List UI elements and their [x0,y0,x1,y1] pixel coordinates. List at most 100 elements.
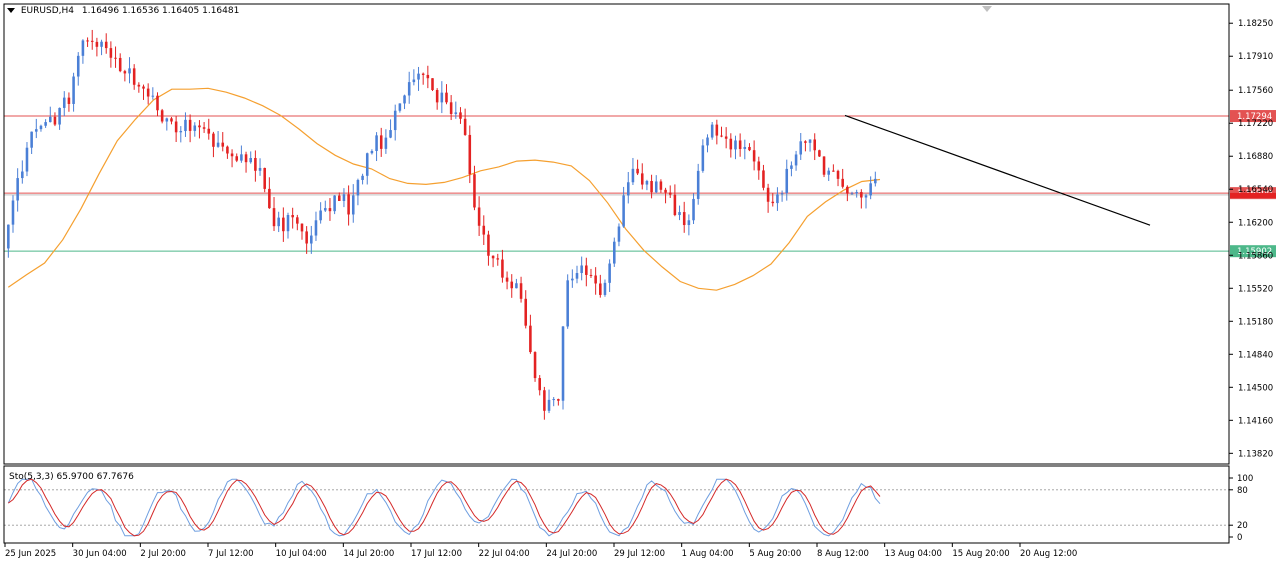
bear-candle [804,141,807,143]
current-price-tag [1230,192,1276,198]
bull-candle [440,92,444,103]
bull-candle [370,151,374,154]
bull-candle [128,68,131,74]
price-tick-label: 1.16880 [1238,152,1273,162]
bull-candle [11,200,15,225]
time-tick-label: 5 Aug 20:00 [749,549,801,559]
bull-candle [808,139,812,143]
bear-candle [846,186,849,194]
bear-candle [636,168,639,174]
bull-candle [799,141,803,155]
bull-candle [365,153,369,176]
bull-candle [678,212,681,216]
bull-candle [613,241,616,264]
bull-candle [692,198,695,221]
bear-candle [305,231,308,244]
bear-candle [296,217,299,224]
bear-candle [328,208,332,212]
bear-candle [95,41,99,47]
trendline[interactable] [844,114,1151,226]
bull-candle [62,97,66,108]
bull-candle [790,165,793,169]
bear-candle [235,156,239,161]
price-tick-label: 1.14840 [1238,350,1273,360]
bear-candle [748,146,751,151]
bear-candle [482,225,486,235]
bull-candle [30,131,33,148]
bull-candle [454,112,458,114]
bear-candle [300,223,304,232]
ohlc-label: 1.16496 1.16536 1.16405 1.16481 [81,6,240,16]
price-tick-label: 1.15520 [1238,284,1273,294]
stoch-tick-label: 80 [1237,486,1248,496]
bear-candle [170,118,173,122]
bull-candle [515,283,518,289]
menu-arrow-icon[interactable] [7,8,15,13]
bear-candle [142,86,145,89]
trendline-line [844,114,1151,226]
bear-candle [123,71,127,74]
price-tick-label: 1.17560 [1238,86,1273,96]
time-tick-label: 15 Aug 20:00 [952,549,1009,559]
bull-candle [375,135,378,152]
bear-candle [156,95,159,111]
stoch-tick-label: 0 [1237,533,1242,543]
bear-candle [557,399,560,401]
bull-candle [785,168,789,194]
bull-candle [314,220,318,236]
time-tick-label: 30 Jun 04:00 [73,549,127,559]
bull-candle [342,194,346,201]
bull-candle [622,195,625,227]
price-tick-label: 1.16540 [1238,185,1273,195]
level-tag-label: 1.17294 [1237,112,1272,122]
bear-candle [463,118,467,135]
stoch-signal-line [8,478,881,537]
bear-candle [188,119,192,131]
bull-candle [780,193,784,195]
bear-candle [272,208,276,227]
bear-candle [207,128,211,134]
bear-candle [449,102,453,114]
bull-candle [25,147,29,172]
bull-candle [351,195,355,215]
bear-candle [226,146,229,154]
bear-candle [221,142,225,147]
bear-candle [118,57,122,72]
indicator-label: Sto(5,3,3) 65.9700 67.7676 [9,472,134,482]
symbol-label: EURUSD,H4 [20,6,74,16]
bull-candle [277,217,280,227]
time-tick-label: 22 Jul 04:00 [479,549,530,559]
bull-candle [608,263,611,283]
bull-candle [743,146,747,149]
bear-candle [282,217,285,232]
bear-candle [538,378,541,391]
bear-candle [146,88,150,97]
price-axis: 1.18250 1.17910 1.17560 1.17220 1.16880 1.165… [1229,19,1273,459]
bear-candle [664,189,667,193]
bear-candle [771,201,775,204]
bear-candle [263,167,266,189]
bull-candle [72,76,75,104]
bear-candle [86,40,89,42]
time-tick-label: 8 Aug 12:00 [817,549,869,559]
bear-candle [766,187,770,202]
time-tick-label: 25 Jun 2025 [5,549,56,559]
bear-candle [67,97,71,104]
bear-candle [160,110,164,122]
bear-candle [682,212,686,226]
bear-candle [729,138,733,150]
bear-candle [109,48,113,58]
bear-candle [715,124,719,136]
bear-candle [505,277,509,282]
bear-candle [818,150,821,157]
time-tick-label: 17 Jul 12:00 [411,549,462,559]
ma-line [7,87,881,291]
bear-candle [496,258,500,260]
chart-shift-marker-icon[interactable] [982,6,992,12]
bear-candle [254,157,257,171]
bear-candle [104,41,108,49]
bear-candle [137,84,141,87]
